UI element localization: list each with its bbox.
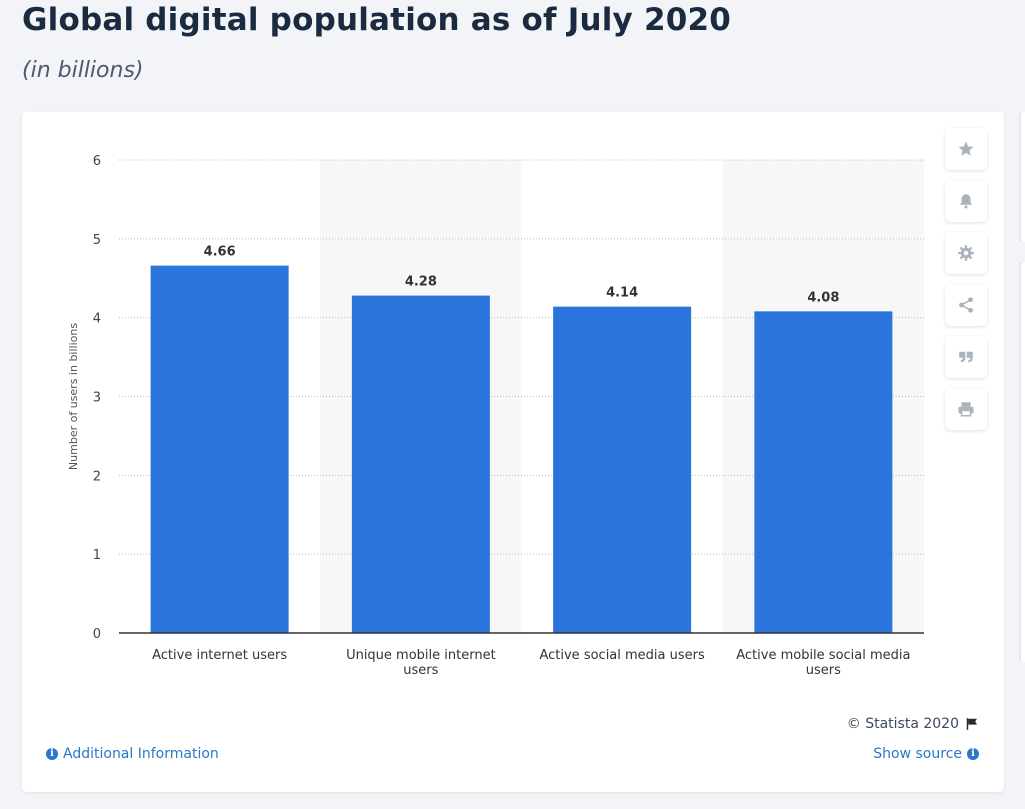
cite-button[interactable]: [945, 336, 987, 378]
print-icon: [958, 402, 974, 417]
page-title: Global digital population as of July 202…: [22, 2, 732, 38]
star-icon: [958, 141, 974, 156]
x-category-label: users: [806, 663, 841, 678]
copyright-notice: © Statista 2020: [847, 716, 979, 732]
y-tick-label: 3: [93, 391, 101, 406]
show-source-label: Show source: [873, 746, 962, 762]
side-panel-edge: [1021, 262, 1025, 662]
x-category-label: Active internet users: [152, 648, 287, 663]
y-tick-label: 2: [93, 469, 101, 484]
bar-value-label: 4.08: [807, 290, 839, 305]
y-axis-label: Number of users in billions: [67, 323, 80, 470]
info-icon: i: [967, 748, 979, 760]
bar: [150, 265, 289, 633]
y-tick-label: 0: [93, 627, 101, 642]
bar-value-label: 4.28: [405, 275, 437, 290]
quote-icon: [959, 351, 973, 363]
share-button[interactable]: [945, 284, 987, 326]
bar-value-label: 4.14: [606, 286, 638, 301]
page-subtitle: (in billions): [22, 58, 144, 83]
additional-information-link[interactable]: i Additional Information: [46, 746, 219, 762]
settings-button[interactable]: [945, 232, 987, 274]
show-source-link[interactable]: Show source i: [873, 746, 979, 762]
info-icon: i: [46, 748, 58, 760]
additional-information-label: Additional Information: [63, 746, 219, 762]
y-tick-label: 4: [93, 312, 101, 327]
x-category-label: Active social media users: [539, 648, 705, 663]
bar: [553, 306, 692, 633]
x-category-label: Unique mobile internet: [346, 648, 496, 663]
bar-value-label: 4.66: [204, 245, 236, 260]
y-tick-label: 6: [93, 154, 101, 169]
y-tick-label: 1: [93, 548, 101, 563]
y-tick-label: 5: [93, 233, 101, 248]
notification-button[interactable]: [945, 180, 987, 222]
favorite-button[interactable]: [945, 128, 987, 170]
flag-icon[interactable]: [965, 717, 979, 731]
gear-icon: [958, 245, 974, 261]
x-category-label: Active mobile social media: [736, 648, 910, 663]
chart-toolbar: [945, 128, 989, 440]
bell-icon: [960, 194, 972, 209]
print-button[interactable]: [945, 388, 987, 430]
bar: [351, 295, 490, 633]
bar: [754, 311, 893, 633]
share-icon: [959, 297, 973, 313]
copyright-text: © Statista 2020: [846, 716, 959, 732]
x-category-label: users: [403, 663, 438, 678]
side-panel-edge: [1021, 112, 1025, 242]
